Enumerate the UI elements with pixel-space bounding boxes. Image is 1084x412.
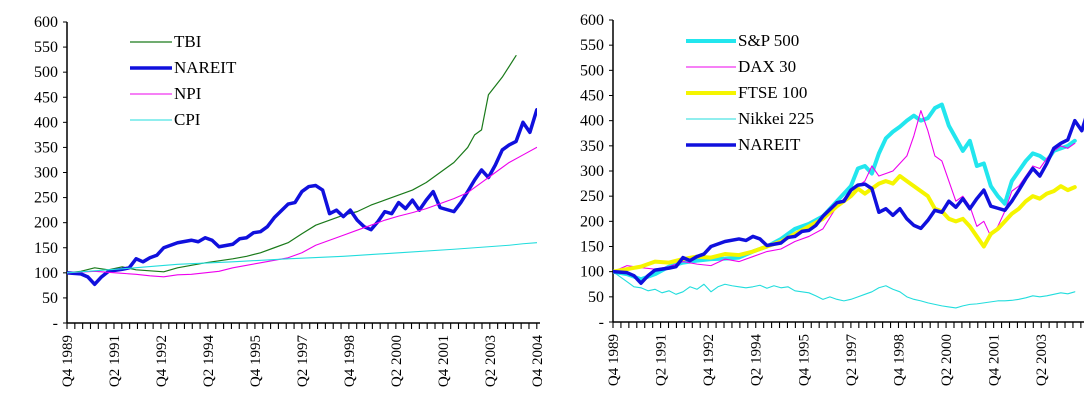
chart-1-legend-label-nareit: NAREIT — [738, 135, 801, 154]
chart-0-y-tick-label: 200 — [34, 215, 58, 232]
chart-0-y-tick-label: 450 — [34, 89, 58, 106]
chart-1-x-tick-label: Q2 2000 — [939, 334, 955, 386]
chart-0-series-npi — [67, 146, 537, 278]
chart-1-x-tick-label: Q4 2001 — [987, 334, 1003, 386]
chart-1-legend-label-s-p-500: S&P 500 — [738, 31, 799, 50]
chart-0-x-tick-label: Q4 1992 — [154, 335, 170, 387]
chart-0-series-nareit — [67, 108, 537, 287]
chart-0-y-tick-label: 250 — [34, 190, 58, 207]
chart-1-y-tick-label: 550 — [580, 37, 604, 54]
chart-0-y-tick-label: 100 — [34, 265, 58, 282]
chart-0-y-tick-label: 50 — [42, 290, 58, 307]
chart-0-x-tick-label: Q2 1997 — [295, 335, 311, 388]
left-line-chart: - 50 100 150 200 250 300 350 400 450 500 550 600 Q4 1… — [34, 14, 542, 388]
chart-1-x-tick-label: Q4 1995 — [796, 334, 812, 386]
chart-1-x-tick-label: Q4 1989 — [606, 334, 622, 386]
chart-1-series-nareit — [613, 117, 1084, 285]
chart-0-x-tick-label: Q4 2004 — [530, 335, 542, 388]
chart-0-legend-label-cpi: CPI — [174, 110, 201, 129]
chart-1-y-tick-label: 250 — [580, 188, 604, 205]
chart-1-x-tick-label: Q2 2003 — [1034, 334, 1050, 386]
chart-1-y-tick-label: 100 — [580, 264, 604, 281]
chart-1-y-tick-label: 200 — [580, 213, 604, 230]
chart-1-legend-label-dax-30: DAX 30 — [738, 57, 796, 76]
chart-1-y-tick-label: 600 — [580, 12, 604, 29]
chart-0-x-tick-label: Q4 2001 — [436, 335, 452, 387]
chart-1-y-tick-label: 400 — [580, 113, 604, 130]
chart-1-x-tick-label: Q4 2004 — [1082, 334, 1084, 387]
chart-1-x-tick-label: Q2 1997 — [844, 334, 860, 387]
chart-0-x-tick-label: Q4 1995 — [248, 335, 264, 387]
chart-1-legend-label-nikkei-225: Nikkei 225 — [738, 109, 814, 128]
chart-0-y-tick-label: 400 — [34, 114, 58, 131]
right-line-chart: - 50 100 150 200 250 300 350 400 450 500 550 600 Q4 1… — [580, 12, 1084, 387]
chart-0-x-tick-label: Q2 1994 — [201, 335, 217, 388]
chart-0-y-tick-label: 150 — [34, 240, 58, 257]
chart-1-series-s-p-500 — [613, 102, 1077, 282]
chart-1-series-nikkei-225 — [613, 271, 1076, 309]
chart-1-legend-label-ftse-100: FTSE 100 — [738, 83, 807, 102]
chart-0-legend-label-npi: NPI — [174, 84, 202, 103]
chart-0-y-tick-label: - — [53, 315, 58, 332]
chart-0-y-tick-label: 350 — [34, 139, 58, 156]
chart-1-x-tick-label: Q4 1992 — [701, 334, 717, 386]
chart-1-series-ftse-100 — [613, 174, 1077, 274]
chart-0-y-tick-label: 500 — [34, 64, 58, 81]
chart-0-series-cpi — [67, 242, 537, 274]
chart-1-series-dax-30 — [613, 110, 1076, 273]
chart-0-series-tbi — [67, 55, 517, 274]
chart-1-y-tick-label: 150 — [580, 239, 604, 256]
chart-0-x-tick-label: Q4 1989 — [60, 335, 76, 387]
chart-0-x-tick-label: Q4 1998 — [342, 335, 358, 387]
chart-0-x-tick-label: Q2 1991 — [107, 335, 123, 387]
chart-1-y-tick-label: 50 — [588, 289, 604, 306]
chart-1-x-tick-label: Q4 1998 — [891, 334, 907, 386]
chart-1-y-tick-label: 500 — [580, 62, 604, 79]
chart-1-y-tick-label: 350 — [580, 138, 604, 155]
chart-0-y-tick-label: 600 — [34, 14, 58, 31]
chart-0-legend-label-nareit: NAREIT — [174, 58, 237, 77]
chart-1-y-tick-label: 450 — [580, 88, 604, 105]
chart-0-legend-label-tbi: TBI — [174, 32, 202, 51]
chart-1-y-tick-label: 300 — [580, 163, 604, 180]
chart-1-x-tick-label: Q2 1991 — [654, 334, 670, 386]
chart-0-x-tick-label: Q2 2003 — [483, 335, 499, 387]
chart-0-y-tick-label: 300 — [34, 165, 58, 182]
chart-1-x-tick-label: Q2 1994 — [749, 334, 765, 387]
chart-1-y-tick-label: - — [599, 314, 604, 331]
chart-0-x-tick-label: Q2 2000 — [389, 335, 405, 387]
chart-0-y-tick-label: 550 — [34, 39, 58, 56]
